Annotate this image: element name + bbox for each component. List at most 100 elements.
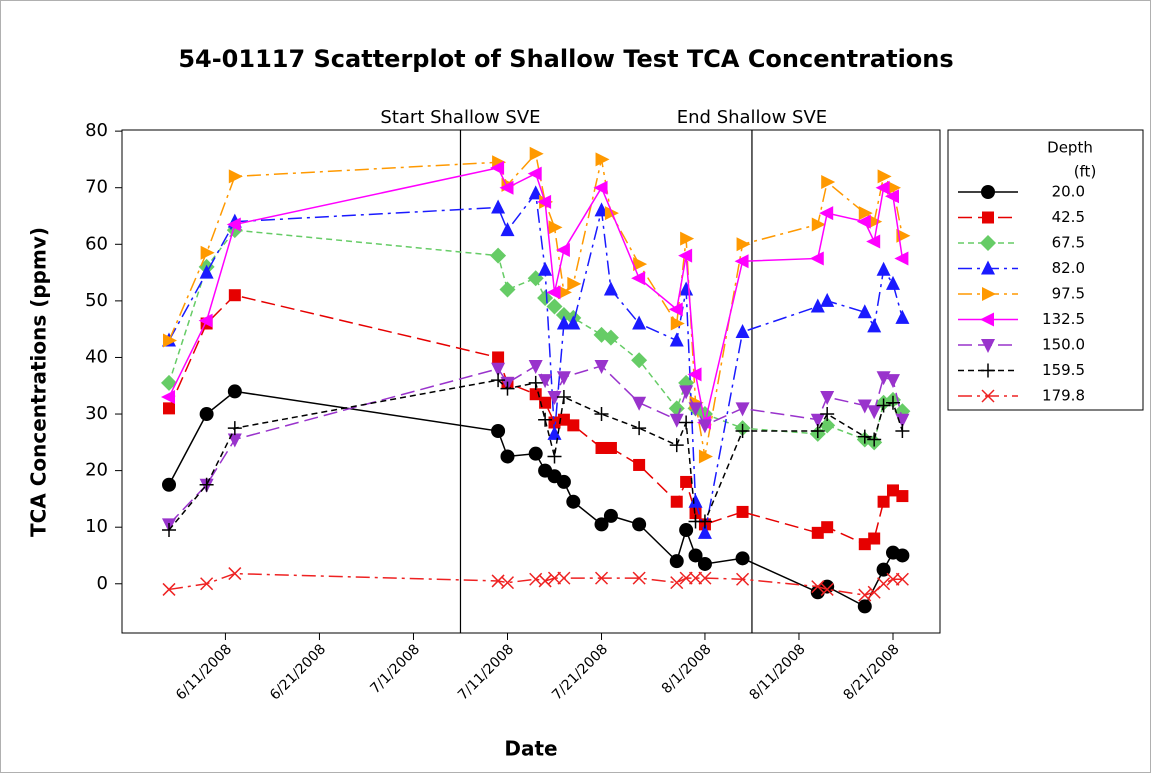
legend-label: 179.8: [1042, 387, 1085, 405]
marker: [810, 298, 825, 313]
marker: [895, 424, 910, 439]
marker: [820, 391, 835, 406]
legend-label: 82.0: [1052, 259, 1085, 277]
marker: [500, 576, 515, 590]
legend-label: 150.0: [1042, 336, 1085, 354]
marker: [632, 421, 647, 436]
legend-marker: [980, 235, 996, 251]
marker: [735, 323, 750, 338]
marker: [538, 261, 553, 276]
plot-area: [121, 129, 941, 634]
marker: [547, 449, 562, 464]
marker: [868, 214, 883, 229]
marker: [556, 371, 571, 386]
marker: [857, 429, 872, 444]
marker: [688, 548, 703, 563]
legend-label: 159.5: [1042, 361, 1085, 379]
marker: [886, 484, 899, 497]
marker: [875, 180, 890, 195]
marker: [670, 495, 683, 508]
legend-marker: [981, 339, 995, 353]
marker: [632, 396, 647, 411]
legend-box: [947, 129, 1144, 411]
marker: [689, 571, 703, 585]
marker: [885, 395, 900, 410]
marker: [809, 251, 824, 266]
legend-marker: [982, 287, 996, 301]
annotation-label: Start Shallow SVE: [380, 107, 540, 128]
marker: [697, 524, 712, 539]
marker: [162, 523, 177, 538]
marker: [895, 309, 910, 324]
marker: [199, 264, 214, 279]
y-axis-label: TCA Concentrations (ppmv): [27, 227, 51, 537]
marker: [594, 359, 609, 374]
marker: [856, 214, 871, 229]
marker: [227, 433, 242, 448]
marker: [668, 302, 683, 317]
marker: [491, 373, 506, 388]
legend-title: Depth: [1047, 139, 1093, 157]
marker: [228, 169, 243, 184]
marker: [819, 206, 834, 221]
marker: [566, 494, 581, 509]
marker: [538, 574, 552, 588]
marker: [499, 281, 516, 298]
marker: [529, 146, 544, 161]
legend-label: 67.5: [1052, 234, 1085, 252]
marker: [537, 290, 554, 307]
marker: [811, 526, 824, 539]
marker: [811, 580, 825, 594]
marker: [228, 567, 242, 581]
marker: [528, 359, 543, 374]
marker: [199, 407, 214, 422]
marker: [679, 523, 694, 538]
marker: [736, 572, 750, 586]
legend-label: 132.5: [1042, 310, 1085, 328]
y-tick-label: 40: [85, 346, 108, 367]
marker: [633, 257, 648, 272]
marker: [556, 474, 571, 489]
marker: [884, 189, 899, 204]
marker: [491, 424, 506, 439]
marker: [538, 374, 553, 389]
marker: [603, 281, 618, 296]
marker: [857, 304, 872, 319]
y-tick-label: 50: [85, 290, 108, 311]
legend-marker: [981, 363, 995, 378]
marker: [162, 477, 177, 492]
marker: [687, 367, 702, 382]
marker: [736, 505, 749, 518]
annotation-label: End Shallow SVE: [677, 107, 827, 128]
legend-marker: [981, 389, 995, 403]
marker: [858, 206, 873, 221]
marker: [810, 424, 825, 439]
marker: [698, 449, 713, 464]
y-tick-label: 30: [85, 403, 108, 424]
legend-marker: [980, 312, 994, 327]
marker: [632, 517, 647, 532]
marker: [857, 399, 872, 414]
y-tick-label: 60: [85, 233, 108, 254]
marker: [697, 514, 712, 529]
marker: [227, 421, 242, 436]
y-tick-label: 80: [85, 120, 108, 141]
marker: [547, 391, 562, 406]
marker: [491, 199, 506, 214]
marker: [679, 385, 694, 400]
marker: [556, 390, 571, 405]
marker: [876, 261, 891, 276]
marker: [668, 400, 685, 417]
marker: [567, 419, 580, 432]
marker: [527, 166, 542, 181]
y-tick-label: 70: [85, 177, 108, 198]
series-line: [168, 379, 904, 531]
marker: [679, 415, 694, 430]
marker: [678, 248, 693, 263]
marker: [199, 477, 214, 492]
marker: [669, 413, 684, 428]
marker: [492, 351, 505, 364]
marker: [697, 556, 712, 571]
marker: [163, 333, 178, 348]
